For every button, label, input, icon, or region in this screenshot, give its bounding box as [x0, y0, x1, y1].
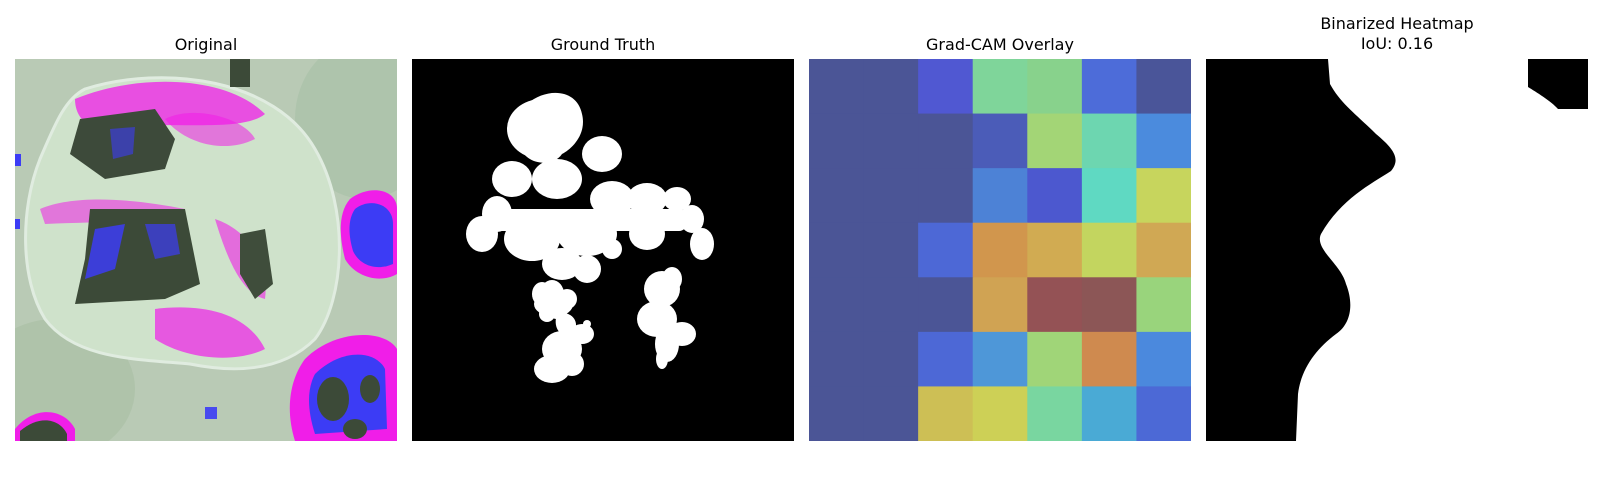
- gradcam-cell: [972, 331, 1028, 387]
- gradcam-cell: [1136, 277, 1191, 333]
- gradcam-cell: [809, 386, 865, 441]
- gradcam-cell: [1027, 113, 1083, 169]
- gradcam-cell: [809, 331, 865, 387]
- gradcam-cell: [1081, 222, 1137, 278]
- gradcam-cell: [863, 331, 919, 387]
- gradcam-cell: [1136, 386, 1191, 441]
- gradcam-cell: [1136, 59, 1191, 115]
- gradcam-cell: [972, 113, 1028, 169]
- gradcam-cell: [918, 222, 974, 278]
- ground-truth-svg: [412, 59, 794, 441]
- gradcam-cell: [1136, 222, 1191, 278]
- gradcam-cell: [1136, 168, 1191, 224]
- gradcam-cell: [1136, 113, 1191, 169]
- gradcam-cell: [918, 113, 974, 169]
- binarized-heatmap-svg: [1206, 59, 1588, 441]
- panel-title-binarized-heatmap: Binarized Heatmap IoU: 0.16: [1206, 14, 1588, 54]
- gradcam-cell: [972, 59, 1028, 115]
- binarized-heatmap-title: Binarized Heatmap: [1320, 14, 1474, 33]
- gradcam-cell: [972, 277, 1028, 333]
- gradcam-cell: [863, 113, 919, 169]
- iou-score: IoU: 0.16: [1360, 34, 1434, 53]
- gradcam-cell: [1027, 168, 1083, 224]
- leaf-image: [15, 59, 397, 441]
- gradcam-cell: [863, 168, 919, 224]
- panel-title-original: Original: [174, 35, 238, 54]
- gradcam-overlay: [809, 59, 1191, 441]
- gradcam-cell: [1081, 277, 1137, 333]
- gradcam-cell: [1081, 59, 1137, 115]
- gradcam-cell: [809, 113, 865, 169]
- gradcam-cell: [1136, 331, 1191, 387]
- gradcam-cell: [972, 168, 1028, 224]
- gradcam-cell: [863, 222, 919, 278]
- panel-title-gradcam-overlay: Grad-CAM Overlay: [926, 35, 1074, 54]
- gradcam-cell: [918, 277, 974, 333]
- panel-title-ground-truth: Ground Truth: [550, 35, 656, 54]
- gradcam-cell: [1081, 113, 1137, 169]
- gradcam-heatmap-grid: [809, 59, 1191, 441]
- gradcam-cell: [1027, 277, 1083, 333]
- gradcam-cell: [918, 59, 974, 115]
- gradcam-cell: [918, 168, 974, 224]
- gradcam-cell: [809, 277, 865, 333]
- gradcam-cell: [1027, 222, 1083, 278]
- gradcam-cell: [972, 386, 1028, 441]
- gradcam-cell: [863, 386, 919, 441]
- gradcam-cell: [918, 331, 974, 387]
- gradcam-cell: [809, 59, 865, 115]
- gradcam-cell: [1027, 331, 1083, 387]
- binarized-heatmap: [1206, 59, 1588, 441]
- gradcam-cell: [1027, 59, 1083, 115]
- gradcam-cell: [1081, 331, 1137, 387]
- ground-truth-mask: [412, 59, 794, 441]
- gradcam-cell: [863, 277, 919, 333]
- gradcam-cell: [972, 222, 1028, 278]
- gradcam-cell: [863, 59, 919, 115]
- gradcam-cell: [809, 168, 865, 224]
- gradcam-cell: [1081, 168, 1137, 224]
- original-image: [15, 59, 397, 441]
- gradcam-cell: [1081, 386, 1137, 441]
- gradcam-cell: [809, 222, 865, 278]
- gradcam-cell: [918, 386, 974, 441]
- gradcam-cell: [1027, 386, 1083, 441]
